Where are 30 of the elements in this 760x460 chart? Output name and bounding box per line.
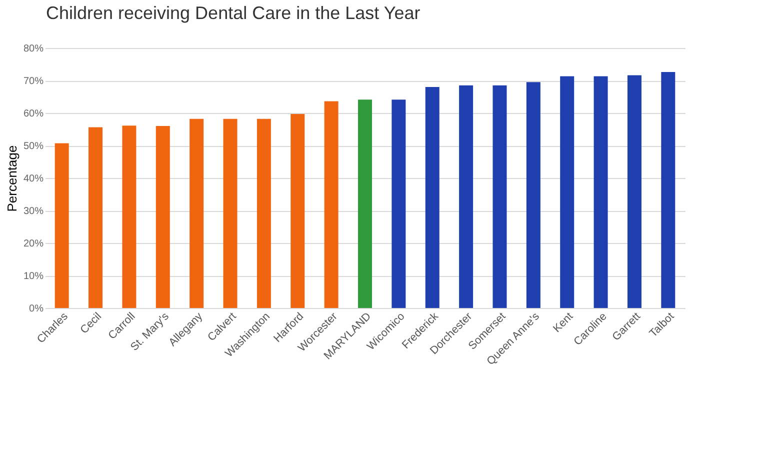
chart-title: Children receiving Dental Care in the Last Year — [46, 3, 420, 23]
y-tick-label: 0% — [29, 304, 44, 314]
bar — [122, 126, 136, 308]
bar — [156, 126, 170, 308]
y-tick-label: 80% — [23, 44, 44, 54]
bar — [594, 76, 608, 308]
bar — [190, 118, 204, 308]
bar — [526, 82, 540, 308]
bar — [560, 76, 574, 308]
bar — [88, 127, 103, 308]
bar — [358, 100, 372, 308]
bar — [324, 101, 338, 308]
bar — [425, 87, 440, 308]
y-tick-label: 70% — [23, 76, 44, 87]
bar — [223, 118, 238, 308]
bar — [392, 100, 406, 308]
y-tick-label: 50% — [23, 141, 44, 152]
y-tick-label: 30% — [23, 206, 44, 217]
y-axis-title: Percentage — [4, 145, 20, 212]
y-tick-label: 20% — [23, 238, 44, 250]
y-tick-label: 40% — [23, 174, 44, 184]
bar — [627, 75, 642, 308]
bar — [492, 85, 507, 308]
bar — [54, 143, 69, 308]
bar — [661, 72, 676, 308]
bar — [459, 85, 474, 308]
y-tick-label: 60% — [23, 108, 44, 120]
bar — [256, 118, 271, 308]
bar — [290, 114, 305, 308]
y-tick-label: 10% — [23, 271, 44, 282]
